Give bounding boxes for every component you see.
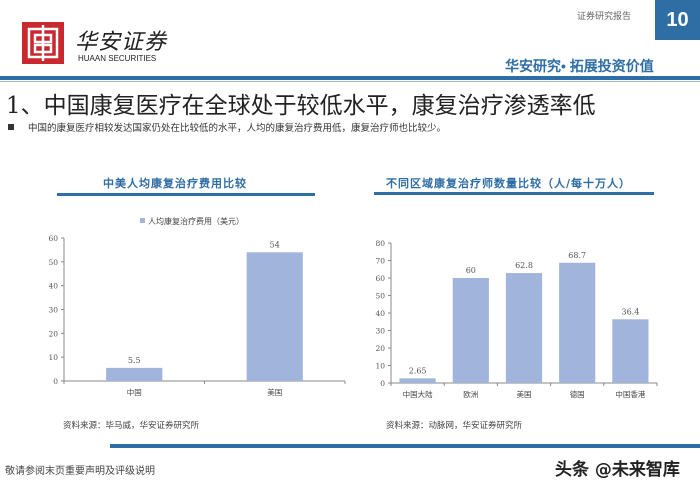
y-tick-label: 60	[48, 234, 58, 243]
y-tick-label: 0	[380, 379, 385, 388]
y-tick-label: 30	[48, 306, 58, 315]
footer-divider	[110, 444, 700, 448]
data-label: 36.4	[621, 307, 639, 316]
y-tick-label: 40	[375, 309, 385, 318]
y-tick-label: 50	[48, 258, 58, 267]
y-tick-label: 80	[375, 239, 385, 248]
y-tick-label: 20	[48, 329, 58, 338]
chart1-source: 资料来源：毕马威，华安证券研究所	[63, 421, 200, 431]
x-tick-label: 美国	[517, 389, 532, 399]
x-tick-label: 欧洲	[463, 389, 478, 399]
y-tick-label: 40	[48, 282, 58, 291]
x-tick-label: 美国	[267, 387, 282, 397]
y-tick-label: 50	[375, 292, 385, 301]
y-tick-label: 60	[375, 274, 385, 283]
footer-disclaimer: 敬请参阅末页重要声明及评级说明	[5, 466, 155, 477]
watermark: 头条 @未来智库	[555, 460, 680, 480]
y-tick-label: 0	[53, 377, 58, 386]
logo-english-name: HUAAN SECURITIES	[78, 54, 157, 63]
page-number: 10	[655, 0, 700, 40]
chart2-title: 不同区域康复治疗师数量比较（人/每十万人）	[386, 177, 632, 190]
x-tick-label: 中国	[127, 387, 142, 397]
y-tick-label: 70	[375, 257, 385, 266]
chart1-title-underline	[57, 193, 315, 196]
bar	[452, 278, 489, 383]
logo-chinese-name: 华安证券	[75, 30, 168, 55]
x-tick-label: 德国	[570, 389, 585, 399]
description: 中国的康复医疗相较发达国家仍处在比较低的水平，人均的康复治疗费用低，康复治疗师也…	[28, 123, 447, 134]
huaan-logo-icon	[22, 22, 64, 64]
slogan: 华安研究• 拓展投资价值	[505, 58, 654, 74]
bar	[559, 262, 596, 383]
bar	[399, 378, 436, 383]
legend-label: 人均康复治疗费用（美元）	[148, 216, 244, 226]
legend-swatch	[140, 218, 145, 223]
bar	[612, 319, 649, 383]
y-tick-label: 20	[375, 344, 385, 353]
y-tick-label: 30	[375, 327, 385, 336]
bullet-square-icon	[8, 124, 14, 130]
data-label: 5.5	[128, 356, 141, 365]
data-label: 54	[270, 240, 280, 249]
chart1-title: 中美人均康复治疗费用比较	[103, 177, 247, 190]
chart2-source: 资料来源：动脉网，华安证券研究所	[386, 421, 523, 431]
header-divider-thin	[0, 81, 700, 82]
x-tick-label: 中国大陆	[403, 389, 433, 399]
bar	[505, 273, 543, 383]
page-title: 1、中国康复医疗在全球处于较低水平，康复治疗渗透率低	[6, 93, 596, 119]
data-label: 60	[466, 266, 476, 275]
chart2-title-underline	[374, 192, 654, 195]
y-tick-label: 10	[48, 353, 58, 362]
y-tick-label: 10	[375, 362, 385, 371]
x-tick-label: 中国香港	[615, 389, 645, 399]
report-type: 证券研究报告	[577, 12, 632, 22]
bar	[246, 252, 303, 381]
chart1: 0 10 20 30 40 50 60 5.5 中国 54 美国 人均康复治疗费用（美元）	[48, 216, 346, 397]
data-label: 2.65	[409, 366, 427, 375]
header-divider	[0, 76, 700, 80]
data-label: 68.7	[568, 251, 586, 260]
chart2: 0 10 20 30 40 50 60 70 80 2.65 中国大陆 60 欧洲 62.8 美国 68.7 德…	[375, 239, 658, 399]
data-label: 62.8	[515, 261, 533, 270]
bar	[106, 367, 163, 381]
